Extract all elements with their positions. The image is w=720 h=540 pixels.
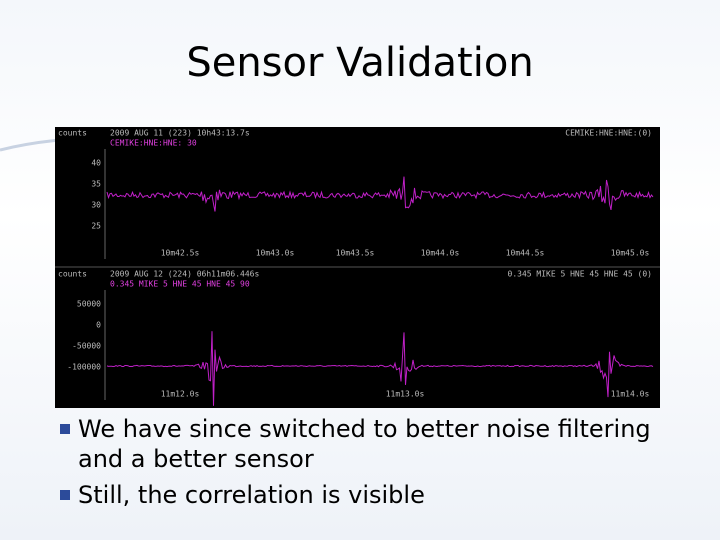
bullet-list: We have since switched to better noise f… (60, 414, 680, 516)
y-label: 50000 (77, 300, 101, 309)
bullet: We have since switched to better noise f… (60, 414, 680, 474)
header-label: 2009 AUG 12 (224) 06h11m06.446s (110, 270, 259, 279)
header-label: 2009 AUG 11 (223) 10h43:13.7s (110, 129, 250, 138)
x-label: 11m12.0s (161, 390, 200, 399)
unit-label: counts (58, 270, 87, 279)
channel-label: 0.345 MIKE 5 HNE 45 HNE 45 90 (110, 280, 250, 289)
unit-label: counts (58, 129, 87, 138)
x-label: 10m44.5s (506, 249, 545, 258)
station-label: CEMIKE:HNE:HNE:(0) (565, 129, 652, 138)
bullet: Still, the correlation is visible (60, 480, 680, 510)
x-label: 11m13.0s (386, 390, 425, 399)
waveform (106, 331, 654, 406)
y-label: 25 (91, 222, 101, 231)
y-label: -50000 (72, 342, 101, 351)
x-label: 10m43.5s (336, 249, 375, 258)
y-label: 40 (91, 159, 101, 168)
y-label: 0 (96, 321, 101, 330)
x-label: 10m42.5s (161, 249, 200, 258)
waveform (106, 176, 654, 212)
y-label: 35 (91, 180, 101, 189)
station-label: 0.345 MIKE 5 HNE 45 HNE 45 (0) (508, 270, 653, 279)
slide-title: Sensor Validation (186, 40, 534, 86)
channel-label: CEMIKE:HNE:HNE: 30 (110, 139, 197, 148)
seismogram-figure: counts 2009 AUG 11 (223) 10h43:13.7s CEMIK… (55, 127, 660, 408)
x-label: 11m14.0s (611, 390, 650, 399)
y-label: -100000 (67, 363, 101, 372)
y-label: 30 (91, 201, 101, 210)
x-label: 10m43.0s (256, 249, 295, 258)
x-label: 10m44.0s (421, 249, 460, 258)
x-label: 10m45.0s (611, 249, 650, 258)
